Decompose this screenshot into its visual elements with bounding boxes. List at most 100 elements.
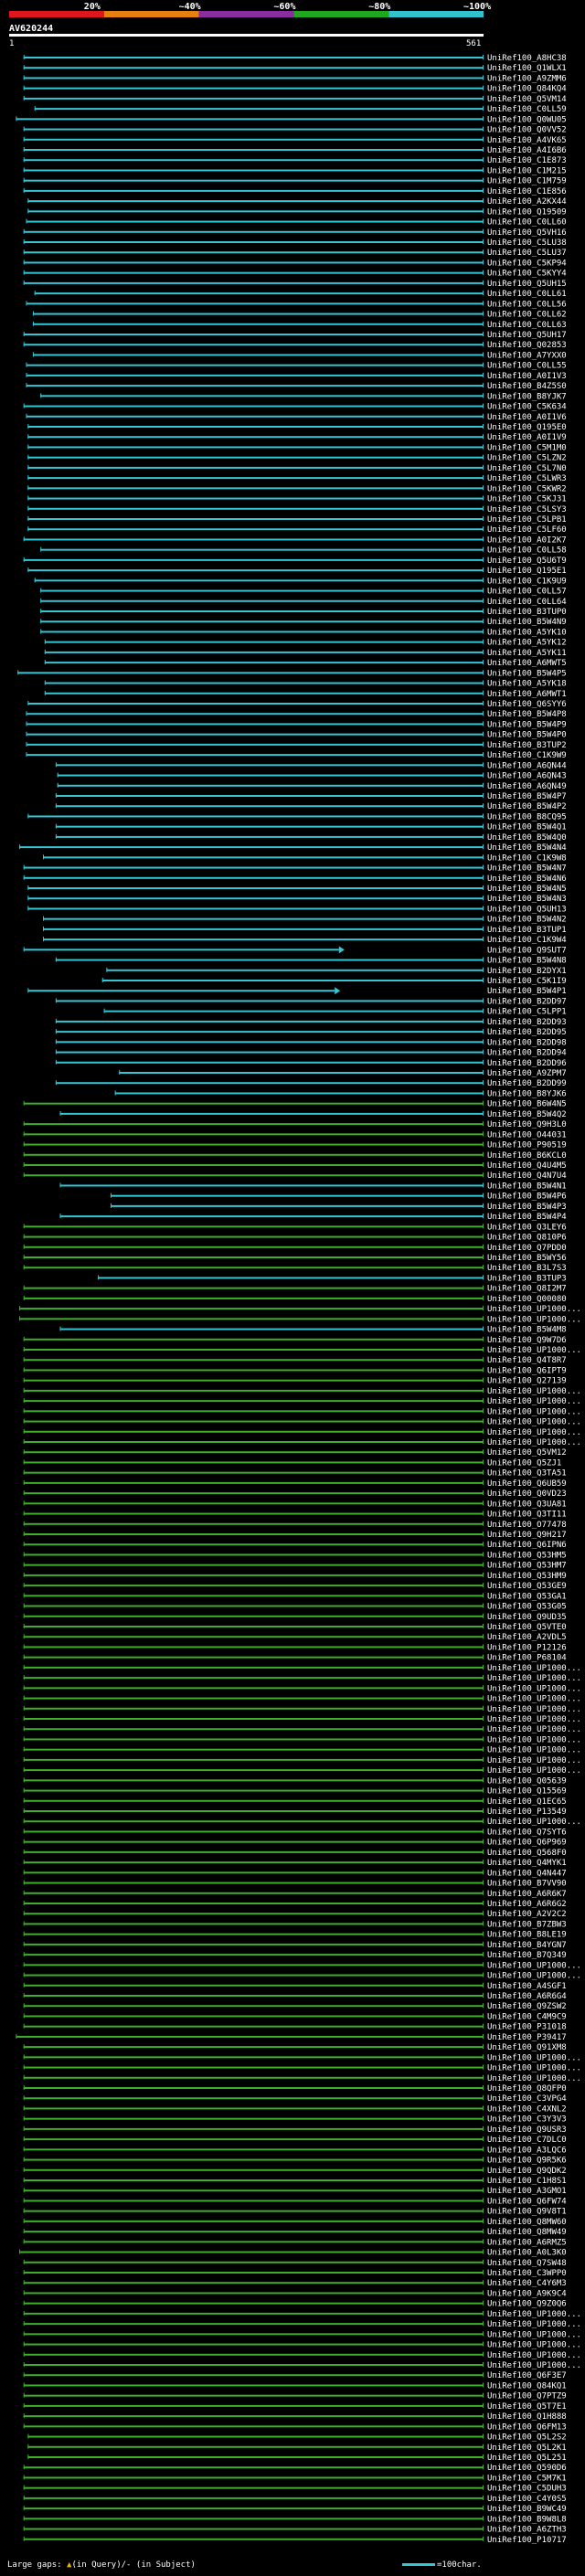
hit-label[interactable]: UniRef100_C5M7K1 <box>487 2474 567 2483</box>
hit-label[interactable]: UniRef100_B5W4P2 <box>487 802 567 811</box>
hit-bar[interactable] <box>23 2343 484 2346</box>
hit-label[interactable]: UniRef100_B5W4P7 <box>487 792 567 801</box>
hit-label[interactable]: UniRef100_B7ZBW3 <box>487 1920 567 1929</box>
hit-bar[interactable] <box>23 2117 484 2120</box>
hit-bar[interactable] <box>26 743 484 746</box>
hit-bar[interactable] <box>23 1718 484 1720</box>
hit-bar[interactable] <box>23 1492 484 1495</box>
hit-label[interactable]: UniRef100_Q8MW49 <box>487 2228 567 2237</box>
hit-bar[interactable] <box>23 1830 484 1833</box>
hit-label[interactable]: UniRef100_C5K1I9 <box>487 977 567 986</box>
hit-bar[interactable] <box>23 1461 484 1464</box>
hit-bar[interactable] <box>16 2035 484 2038</box>
hit-bar[interactable] <box>34 292 484 295</box>
hit-label[interactable]: UniRef100_B2DD96 <box>487 1059 567 1068</box>
hit-bar[interactable] <box>23 1615 484 1617</box>
hit-label[interactable]: UniRef100_A6RMZ5 <box>487 2238 567 2247</box>
hit-bar[interactable] <box>27 497 484 500</box>
hit-label[interactable]: UniRef100_C5LPB1 <box>487 515 567 525</box>
hit-bar[interactable] <box>23 1677 484 1680</box>
hit-bar[interactable] <box>23 1585 484 1587</box>
hit-label[interactable]: UniRef100_Q6UB59 <box>487 1479 567 1489</box>
hit-label[interactable]: UniRef100_B6KCL0 <box>487 1151 567 1161</box>
hit-label[interactable]: UniRef100_B5W4N9 <box>487 618 567 627</box>
hit-bar[interactable] <box>23 866 484 869</box>
hit-label[interactable]: UniRef100_A0L3K0 <box>487 2249 567 2258</box>
hit-bar[interactable] <box>26 364 484 366</box>
hit-label[interactable]: UniRef100_C5LU38 <box>487 239 567 248</box>
hit-bar[interactable] <box>23 1974 484 1977</box>
hit-bar[interactable] <box>44 651 484 653</box>
hit-bar[interactable] <box>23 1748 484 1751</box>
hit-bar[interactable] <box>23 1913 484 1915</box>
hit-label[interactable]: UniRef100_C0LL57 <box>487 588 567 597</box>
hit-bar[interactable] <box>23 2466 484 2469</box>
hit-bar[interactable] <box>34 579 484 582</box>
hit-bar[interactable] <box>40 620 484 623</box>
hit-bar[interactable] <box>27 897 484 900</box>
hit-bar[interactable] <box>27 436 484 439</box>
hit-label[interactable]: UniRef100_B5W4P5 <box>487 669 567 678</box>
hit-bar[interactable] <box>23 2425 484 2428</box>
hit-bar[interactable] <box>111 1204 484 1207</box>
hit-label[interactable]: UniRef100_Q4N7U4 <box>487 1171 567 1181</box>
hit-bar[interactable] <box>55 835 484 838</box>
hit-bar[interactable] <box>27 210 484 213</box>
hit-bar[interactable] <box>55 1020 484 1023</box>
hit-label[interactable]: UniRef100_UP1000... <box>487 1735 581 1744</box>
hit-label[interactable]: UniRef100_A9K9C4 <box>487 2289 567 2298</box>
hit-label[interactable]: UniRef100_C0LL60 <box>487 218 567 228</box>
hit-bar[interactable] <box>19 1318 484 1320</box>
hit-bar[interactable] <box>55 1041 484 1044</box>
hit-bar[interactable] <box>44 662 484 664</box>
hit-label[interactable]: UniRef100_A6ZTH3 <box>487 2526 567 2535</box>
hit-bar[interactable] <box>40 589 484 592</box>
hit-label[interactable]: UniRef100_Q5L2K1 <box>487 2443 567 2453</box>
hit-bar[interactable] <box>23 1666 484 1669</box>
hit-bar[interactable] <box>55 959 484 961</box>
hit-label[interactable]: UniRef100_B5W4N3 <box>487 895 567 904</box>
hit-label[interactable]: UniRef100_Q9ZSW2 <box>487 2002 567 2011</box>
hit-label[interactable]: UniRef100_B5W4M8 <box>487 1326 567 1335</box>
hit-bar[interactable] <box>27 446 484 449</box>
hit-bar[interactable] <box>23 2507 484 2510</box>
hit-bar[interactable] <box>23 2168 484 2171</box>
hit-bar[interactable] <box>26 385 484 387</box>
hit-bar[interactable] <box>23 2261 484 2263</box>
hit-bar[interactable] <box>23 2127 484 2130</box>
hit-label[interactable]: UniRef100_Q91XM8 <box>487 2043 567 2052</box>
hit-label[interactable]: UniRef100_B5WY56 <box>487 1254 567 1263</box>
hit-bar[interactable] <box>55 1061 484 1064</box>
hit-label[interactable]: UniRef100_Q9SUT7 <box>487 946 567 955</box>
hit-label[interactable]: UniRef100_C0LL58 <box>487 546 567 556</box>
hit-bar[interactable] <box>23 2272 484 2274</box>
hit-label[interactable]: UniRef100_UP1000... <box>487 2310 581 2319</box>
hit-label[interactable]: UniRef100_Q05639 <box>487 1776 567 1786</box>
hit-bar[interactable] <box>23 2046 484 2049</box>
hit-bar[interactable] <box>23 1564 484 1566</box>
hit-label[interactable]: UniRef100_UP1000... <box>487 2361 581 2370</box>
hit-label[interactable]: UniRef100_A6R6K7 <box>487 1890 567 1899</box>
hit-bar[interactable] <box>98 1277 484 1279</box>
hit-label[interactable]: UniRef100_Q19509 <box>487 207 567 217</box>
hit-label[interactable]: UniRef100_UP1000... <box>487 1695 581 1704</box>
hit-label[interactable]: UniRef100_P10717 <box>487 2536 567 2545</box>
hit-bar[interactable] <box>43 928 484 930</box>
hit-label[interactable]: UniRef100_C3VPG4 <box>487 2094 567 2104</box>
hit-label[interactable]: UniRef100_Q0VD23 <box>487 1489 567 1499</box>
hit-label[interactable]: UniRef100_UP1000... <box>487 1961 581 1970</box>
hit-bar[interactable] <box>23 1984 484 1987</box>
hit-label[interactable]: UniRef100_C5LF60 <box>487 525 567 535</box>
hit-bar[interactable] <box>32 313 484 315</box>
hit-label[interactable]: UniRef100_Q53HM9 <box>487 1572 567 1581</box>
hit-label[interactable]: UniRef100_UP1000... <box>487 1674 581 1683</box>
hit-bar[interactable] <box>23 1481 484 1484</box>
hit-label[interactable]: UniRef100_Q6IPN6 <box>487 1541 567 1550</box>
hit-label[interactable]: UniRef100_A0I1V6 <box>487 413 567 422</box>
hit-bar[interactable] <box>23 1359 484 1362</box>
hit-bar[interactable] <box>23 97 484 100</box>
hit-bar[interactable] <box>23 1574 484 1576</box>
hit-label[interactable]: UniRef100_Q3TA51 <box>487 1469 567 1479</box>
hit-label[interactable]: UniRef100_UP1000... <box>487 2074 581 2083</box>
hit-label[interactable]: UniRef100_B8YJK6 <box>487 1089 567 1098</box>
